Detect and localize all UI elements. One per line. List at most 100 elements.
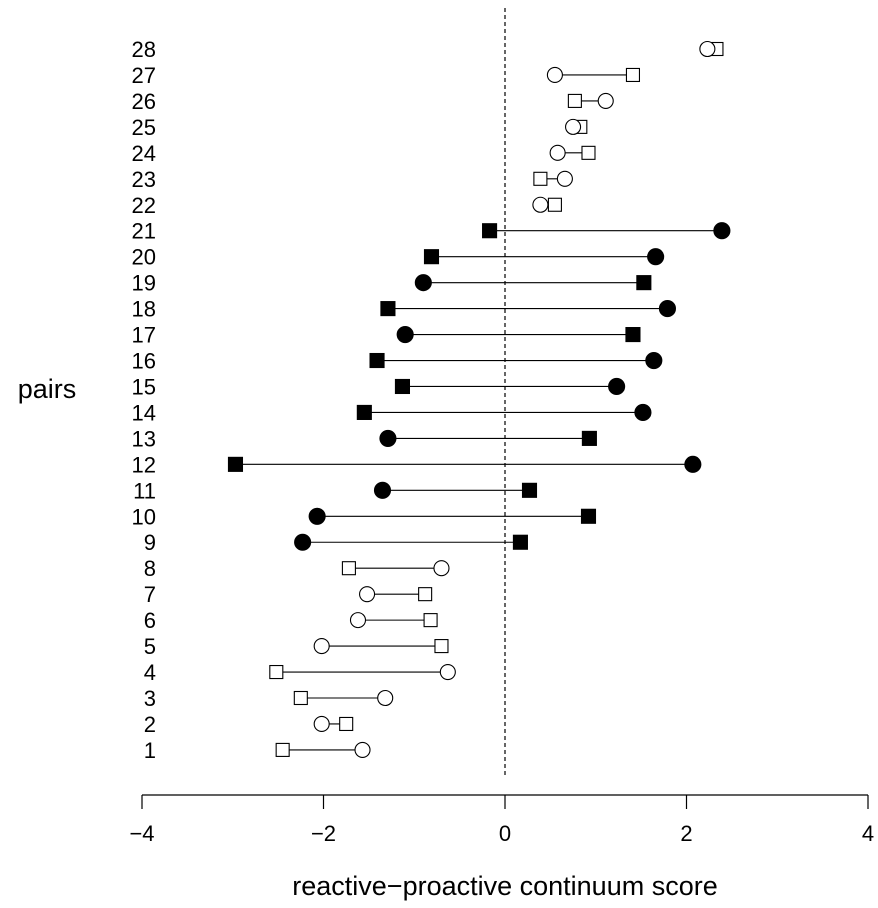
y-tick-label-19: 19 xyxy=(132,271,156,296)
pair-17 xyxy=(396,326,641,344)
y-tick-label-20: 20 xyxy=(132,245,156,270)
x-ticks: −4 −2 0 2 4 xyxy=(129,795,874,846)
y-tick-label-18: 18 xyxy=(132,297,156,322)
y-tick-label-10: 10 xyxy=(132,504,156,529)
pair-4 xyxy=(269,663,456,681)
circle-marker-10 xyxy=(308,507,326,525)
circle-marker-21 xyxy=(713,222,731,240)
pair-22 xyxy=(532,196,562,213)
pair-15 xyxy=(394,377,626,396)
pair-13 xyxy=(379,429,597,447)
x-axis-title: reactive−proactive continuum score xyxy=(292,871,717,901)
circle-marker-17 xyxy=(396,326,414,344)
circle-marker-6 xyxy=(349,612,367,629)
circle-marker-8 xyxy=(433,560,450,577)
y-tick-label-8: 8 xyxy=(144,556,156,581)
x-tick-label--4: −4 xyxy=(129,821,154,846)
circle-marker-13 xyxy=(379,429,397,447)
pair-11 xyxy=(373,481,538,499)
circle-marker-19 xyxy=(414,274,432,292)
y-tick-label-15: 15 xyxy=(132,374,156,399)
circle-marker-16 xyxy=(645,351,663,370)
pair-14 xyxy=(356,403,652,421)
square-marker-26 xyxy=(567,93,582,108)
y-tick-label-9: 9 xyxy=(144,530,156,555)
circle-marker-9 xyxy=(294,533,312,551)
circle-marker-15 xyxy=(608,377,626,396)
pair-1 xyxy=(275,741,371,758)
y-tick-label-2: 2 xyxy=(144,712,156,737)
square-marker-5 xyxy=(434,639,449,654)
x-axis: −4 −2 0 2 4 xyxy=(129,794,874,846)
circle-marker-1 xyxy=(354,741,371,758)
pairs-layer xyxy=(227,40,731,758)
square-marker-21 xyxy=(482,223,498,239)
pair-6 xyxy=(349,612,438,629)
circle-marker-24 xyxy=(549,144,566,161)
square-marker-11 xyxy=(521,482,538,498)
circle-marker-4 xyxy=(439,663,456,681)
y-tick-label-21: 21 xyxy=(132,219,156,244)
y-tick-label-5: 5 xyxy=(144,634,156,659)
square-marker-15 xyxy=(394,378,411,395)
circle-marker-26 xyxy=(597,92,614,109)
circle-marker-25 xyxy=(565,118,582,135)
y-tick-label-4: 4 xyxy=(144,660,156,685)
circle-marker-7 xyxy=(359,586,376,603)
y-tick-label-26: 26 xyxy=(132,89,156,114)
y-tick-label-6: 6 xyxy=(144,608,156,633)
circle-marker-5 xyxy=(313,638,330,655)
y-tick-label-3: 3 xyxy=(144,686,156,711)
pair-27 xyxy=(546,66,641,84)
pair-10 xyxy=(308,507,597,525)
pair-9 xyxy=(294,533,528,551)
square-marker-27 xyxy=(625,67,641,83)
circle-marker-18 xyxy=(658,300,676,318)
pair-25 xyxy=(565,118,588,135)
circle-marker-22 xyxy=(532,196,549,213)
pair-3 xyxy=(293,689,394,707)
x-tick-label-0: 0 xyxy=(499,821,511,846)
pair-24 xyxy=(549,144,596,161)
y-tick-label-7: 7 xyxy=(144,582,156,607)
circle-marker-14 xyxy=(634,403,652,421)
square-marker-4 xyxy=(269,664,284,680)
y-tick-label-17: 17 xyxy=(132,323,156,348)
square-marker-23 xyxy=(533,171,548,186)
y-tick-label-25: 25 xyxy=(132,115,156,140)
x-tick-label-2: 2 xyxy=(680,821,692,846)
square-marker-24 xyxy=(581,145,596,160)
y-tick-label-27: 27 xyxy=(132,63,156,88)
y-tick-label-23: 23 xyxy=(132,167,156,192)
square-marker-19 xyxy=(636,275,652,291)
square-marker-22 xyxy=(547,197,562,212)
square-marker-13 xyxy=(581,430,597,446)
pair-12 xyxy=(227,455,702,473)
circle-marker-23 xyxy=(556,170,573,187)
circle-marker-2 xyxy=(313,715,330,733)
x-tick-label-4: 4 xyxy=(862,821,874,846)
pair-19 xyxy=(414,274,652,292)
y-tick-labels: 1234567891011121314151617181920212223242… xyxy=(132,37,156,763)
square-marker-6 xyxy=(423,613,438,628)
y-tick-label-1: 1 xyxy=(144,738,156,763)
y-tick-label-12: 12 xyxy=(132,452,156,477)
square-marker-20 xyxy=(423,249,440,265)
circle-marker-3 xyxy=(377,689,394,707)
pair-18 xyxy=(380,300,676,318)
circle-marker-27 xyxy=(546,66,563,84)
y-tick-label-28: 28 xyxy=(132,37,156,62)
square-marker-3 xyxy=(293,690,308,706)
pair-2 xyxy=(313,715,354,733)
y-tick-label-22: 22 xyxy=(132,193,156,218)
square-marker-17 xyxy=(625,327,641,343)
pair-8 xyxy=(341,560,450,577)
pair-7 xyxy=(359,586,433,603)
pair-16 xyxy=(369,351,663,370)
y-tick-label-13: 13 xyxy=(132,426,156,451)
square-marker-2 xyxy=(339,716,354,732)
square-marker-8 xyxy=(341,561,356,576)
square-marker-9 xyxy=(512,534,528,550)
square-marker-12 xyxy=(227,456,244,472)
